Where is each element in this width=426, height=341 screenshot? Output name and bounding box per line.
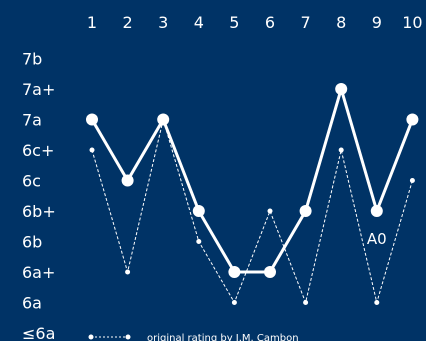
x-tick-label: 4 bbox=[194, 13, 204, 32]
x-tick-label: 3 bbox=[158, 13, 168, 32]
series-line-original-rating bbox=[91, 119, 413, 303]
series-layer bbox=[86, 83, 419, 305]
grade-point bbox=[121, 174, 134, 187]
original-rating-point bbox=[89, 147, 95, 153]
x-axis-tick-labels: 1 2 3 4 5 6 7 8 9 10 bbox=[87, 13, 423, 32]
y-tick-label: ≤6a bbox=[22, 324, 55, 341]
grade-point bbox=[157, 113, 170, 126]
grade-point bbox=[299, 205, 312, 217]
grade-point bbox=[370, 205, 383, 217]
annotation-layer: A0 bbox=[367, 230, 387, 248]
original-rating-point bbox=[374, 300, 380, 305]
y-tick-label: 7b bbox=[22, 50, 42, 69]
x-tick-label: 5 bbox=[229, 13, 239, 32]
original-rating-point bbox=[303, 300, 309, 305]
grade-point bbox=[264, 266, 276, 278]
legend-label: original rating by J.M. Cambon bbox=[147, 333, 299, 341]
x-tick-label: 6 bbox=[265, 13, 275, 32]
y-axis-tick-labels: ≤6a 6a 6a+ 6b 6b+ 6c 6c+ 7a 7a+ 7b bbox=[22, 50, 56, 341]
y-tick-label: 6a bbox=[22, 294, 42, 313]
grade-point bbox=[406, 113, 419, 126]
x-tick-label: 10 bbox=[402, 13, 422, 32]
grade-point bbox=[228, 266, 241, 278]
x-tick-label: 7 bbox=[301, 13, 311, 32]
original-rating-point bbox=[125, 269, 131, 275]
legend-swatch-marker-left bbox=[88, 334, 94, 340]
grade-point bbox=[335, 83, 348, 95]
y-tick-label: 6b+ bbox=[22, 202, 56, 221]
y-tick-label: 6b bbox=[22, 233, 42, 252]
legend: original rating by J.M. Cambon bbox=[88, 333, 299, 341]
x-tick-label: 8 bbox=[336, 13, 346, 32]
grade-point bbox=[192, 205, 205, 217]
y-tick-label: 6c bbox=[22, 172, 41, 191]
original-rating-point bbox=[267, 208, 273, 214]
legend-swatch-marker-right bbox=[125, 334, 131, 340]
y-tick-label: 6c+ bbox=[22, 141, 54, 160]
annotation-label: A0 bbox=[367, 230, 387, 248]
y-tick-label: 6a+ bbox=[22, 263, 55, 282]
original-rating-point bbox=[231, 300, 237, 305]
x-tick-label: 9 bbox=[372, 13, 382, 32]
original-rating-point bbox=[338, 147, 344, 153]
x-tick-label: 2 bbox=[123, 13, 133, 32]
y-tick-label: 7a+ bbox=[22, 80, 55, 99]
grade-point bbox=[86, 113, 98, 126]
original-rating-point bbox=[409, 178, 415, 183]
y-tick-label: 7a bbox=[22, 111, 42, 130]
series-line-current-grade bbox=[90, 87, 414, 274]
original-rating-point bbox=[196, 239, 202, 244]
x-tick-label: 1 bbox=[87, 13, 97, 32]
